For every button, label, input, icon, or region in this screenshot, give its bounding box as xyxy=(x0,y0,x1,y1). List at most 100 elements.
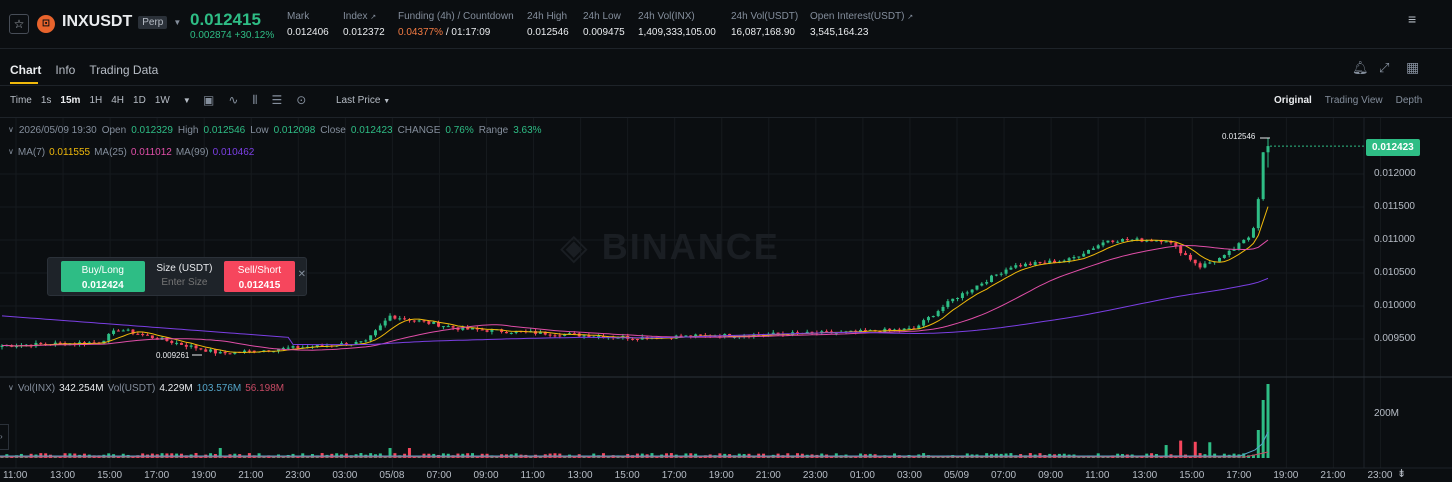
candle-body xyxy=(572,333,576,335)
interval-15m[interactable]: 15m xyxy=(60,95,81,106)
view-trading-view[interactable]: Trading View xyxy=(1324,95,1383,106)
expand-icon[interactable]: ⤢ xyxy=(1379,60,1390,75)
candle-body xyxy=(1242,239,1246,244)
settings-icon[interactable]: ☰ xyxy=(271,93,283,107)
candle-body xyxy=(136,333,140,335)
bell-icon[interactable]: 🔔︎ xyxy=(1352,60,1369,75)
candle-body xyxy=(684,335,688,337)
buy-long-button[interactable]: Buy/Long 0.012424 xyxy=(61,261,145,292)
candle-body xyxy=(480,329,484,331)
candle-body xyxy=(975,285,979,290)
toolbar-divider xyxy=(0,117,1452,118)
volume-bar xyxy=(218,448,222,458)
interval-1d[interactable]: 1D xyxy=(133,95,146,106)
candle-body xyxy=(466,327,470,330)
time-button[interactable]: Time xyxy=(10,95,32,106)
interval-1w[interactable]: 1W xyxy=(154,95,170,106)
sell-short-button[interactable]: Sell/Short 0.012415 xyxy=(224,261,295,292)
candlestick-chart[interactable] xyxy=(0,118,1452,482)
symbol-name: INXUSDT xyxy=(62,13,133,30)
candle-body xyxy=(941,306,945,312)
volume-bar xyxy=(407,448,411,458)
grid-layout-icon[interactable]: ▦ xyxy=(1406,59,1420,75)
stat-index: Index ↗ 0.012372 xyxy=(343,11,385,38)
collapse-arrow-icon[interactable]: ∨ xyxy=(8,147,14,156)
candle-body xyxy=(359,341,363,343)
candle-body xyxy=(364,340,368,342)
candle-body xyxy=(1179,246,1183,254)
time-tick: 03:00 xyxy=(896,470,922,481)
size-input[interactable] xyxy=(146,276,223,289)
time-tick: 11:00 xyxy=(1085,470,1110,481)
candle-body xyxy=(34,342,38,347)
candle-body xyxy=(543,331,547,335)
candle-body xyxy=(548,334,552,336)
candle-body xyxy=(121,330,125,332)
candle-body xyxy=(1067,258,1071,261)
external-link-icon[interactable]: ↗ xyxy=(907,14,914,21)
calendar-icon[interactable]: ▣ xyxy=(203,93,215,107)
collapse-arrow-icon[interactable]: ∨ xyxy=(8,125,14,134)
candle-body xyxy=(834,332,838,334)
candle-body xyxy=(446,326,450,328)
time-tick: 23:00 xyxy=(1367,470,1393,481)
quick-trade-panel: Buy/Long 0.012424 Size (USDT) Sell/Short… xyxy=(47,257,307,296)
candle-body xyxy=(795,332,799,334)
scroll-to-end-icon[interactable]: ⇟ xyxy=(1397,468,1407,480)
collapse-arrow-icon[interactable]: ∨ xyxy=(8,383,14,392)
candle-body xyxy=(878,331,882,333)
candle-body xyxy=(1004,269,1008,274)
candle-body xyxy=(1091,248,1095,250)
view-original[interactable]: Original xyxy=(1274,95,1312,106)
interval-1s[interactable]: 1s xyxy=(40,95,52,106)
price-type-select[interactable]: Last Price ▼ xyxy=(336,95,391,106)
indicator-icon[interactable]: ∿ xyxy=(228,93,239,107)
sidebar-expand-icon[interactable]: › xyxy=(0,424,9,450)
time-tick: 17:00 xyxy=(1226,470,1252,481)
close-icon[interactable]: ✕ xyxy=(297,269,306,280)
candle-body xyxy=(243,350,247,353)
candle-body xyxy=(568,333,572,335)
time-tick: 07:00 xyxy=(426,470,452,481)
interval-4h[interactable]: 4H xyxy=(111,95,125,106)
tab-active-underline xyxy=(10,82,38,84)
chart-tools: ▣ ∿ ⫴ ☰ ⊙ xyxy=(203,93,306,108)
candle-body xyxy=(213,349,217,354)
candle-body xyxy=(538,331,542,334)
candle-body xyxy=(1150,240,1154,242)
tab-trading-data[interactable]: Trading Data xyxy=(89,63,159,77)
candle-body xyxy=(616,337,620,339)
more-menu-icon[interactable]: ≡ xyxy=(1408,11,1417,27)
interval-1h[interactable]: 1H xyxy=(89,95,103,106)
symbol-selector[interactable]: INXUSDT Perp ▼ xyxy=(62,13,181,31)
time-tick: 21:00 xyxy=(1320,470,1346,481)
candle-body xyxy=(1019,265,1023,267)
view-depth[interactable]: Depth xyxy=(1395,95,1423,106)
candle-body xyxy=(412,320,416,322)
candle-body xyxy=(1135,238,1139,240)
ohlc-legend: ∨ 2026/05/09 19:30 Open 0.012329 High 0.01… xyxy=(8,125,542,136)
candle-body xyxy=(1174,242,1178,247)
price-tick: 0.009500 xyxy=(1374,333,1416,344)
candle-body xyxy=(1188,254,1192,260)
time-tick: 15:00 xyxy=(1179,470,1205,481)
candle-body xyxy=(980,283,984,286)
candle-body xyxy=(597,336,601,338)
tab-chart[interactable]: Chart xyxy=(10,63,42,77)
interval-dropdown-icon[interactable]: ▼ xyxy=(182,96,191,105)
time-tick: 21:00 xyxy=(238,470,264,481)
tabs-divider xyxy=(0,85,1452,86)
candle-body xyxy=(437,322,441,327)
stat-24h-vol-inx: 24h Vol(INX) 1,409,333,105.00 xyxy=(638,11,716,38)
candle-body xyxy=(92,342,96,344)
volume-legend: ∨ Vol(INX) 342.254M Vol(USDT) 4.229M 103.5… xyxy=(8,383,285,394)
candle-body xyxy=(1232,249,1236,251)
candle-type-icon[interactable]: ⫴ xyxy=(252,93,258,107)
candle-body xyxy=(1217,257,1221,262)
time-tick: 13:00 xyxy=(1132,470,1158,481)
draw-tool-icon[interactable]: ⊙ xyxy=(296,93,307,107)
tab-info[interactable]: Info xyxy=(55,63,76,77)
external-link-icon[interactable]: ↗ xyxy=(370,14,377,21)
candle-body xyxy=(233,351,237,354)
favorite-star-icon[interactable]: ☆ xyxy=(9,14,29,34)
